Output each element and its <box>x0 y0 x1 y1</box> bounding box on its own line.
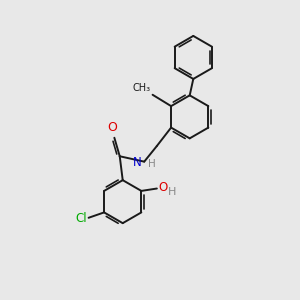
Text: CH₃: CH₃ <box>133 83 151 93</box>
Text: O: O <box>107 121 117 134</box>
Text: H: H <box>168 187 177 196</box>
Text: O: O <box>158 181 167 194</box>
Text: H: H <box>148 159 156 169</box>
Text: N: N <box>133 156 142 169</box>
Text: Cl: Cl <box>76 212 87 226</box>
